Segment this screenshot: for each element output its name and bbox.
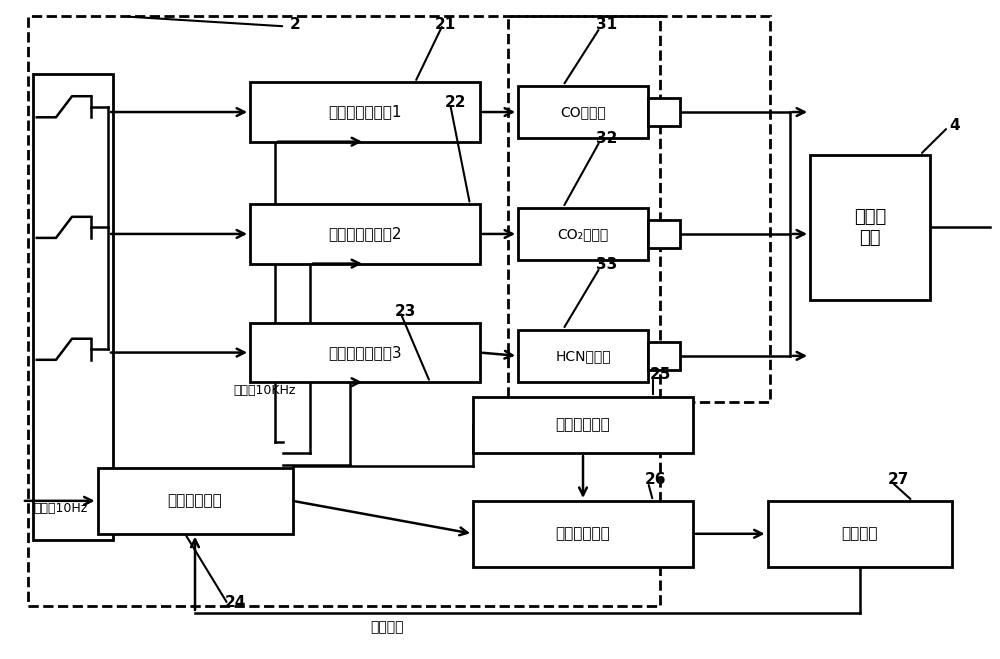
Text: 22: 22 — [444, 95, 466, 109]
Text: HCN激光器: HCN激光器 — [555, 349, 611, 363]
Text: 26: 26 — [644, 473, 666, 487]
FancyBboxPatch shape — [648, 98, 680, 126]
FancyBboxPatch shape — [768, 501, 952, 567]
Text: 33: 33 — [596, 258, 618, 272]
Text: 激光器驱动电路3: 激光器驱动电路3 — [328, 345, 402, 360]
FancyBboxPatch shape — [250, 82, 480, 142]
FancyBboxPatch shape — [473, 397, 693, 453]
FancyBboxPatch shape — [648, 342, 680, 370]
Text: 激光器驱动电路1: 激光器驱动电路1 — [328, 105, 402, 119]
Text: 主控电路: 主控电路 — [842, 527, 878, 541]
Text: 32: 32 — [596, 131, 618, 146]
Text: 光纤耦
合器: 光纤耦 合器 — [854, 208, 886, 246]
FancyBboxPatch shape — [98, 468, 292, 534]
FancyBboxPatch shape — [518, 86, 648, 138]
Text: 锯齿波10Hz: 锯齿波10Hz — [33, 502, 87, 515]
Text: 触发信号: 触发信号 — [370, 620, 404, 635]
FancyBboxPatch shape — [518, 330, 648, 382]
FancyBboxPatch shape — [250, 204, 480, 264]
FancyBboxPatch shape — [250, 323, 480, 382]
FancyBboxPatch shape — [473, 501, 693, 567]
Text: 锁相放大电路: 锁相放大电路 — [556, 527, 610, 541]
Text: 24: 24 — [224, 596, 246, 610]
Text: 2: 2 — [290, 17, 300, 32]
Text: 4: 4 — [950, 118, 960, 132]
Text: 激光器驱动电路2: 激光器驱动电路2 — [328, 227, 402, 241]
Text: CO₂激光器: CO₂激光器 — [557, 227, 609, 241]
FancyBboxPatch shape — [810, 155, 930, 300]
FancyBboxPatch shape — [648, 220, 680, 248]
Text: 信号探测电路: 信号探测电路 — [556, 418, 610, 432]
Text: 信号发生电路: 信号发生电路 — [168, 494, 222, 508]
Text: 31: 31 — [596, 17, 618, 32]
FancyBboxPatch shape — [518, 208, 648, 260]
Text: 27: 27 — [887, 473, 909, 487]
Text: 正弦波10KHz: 正弦波10KHz — [233, 384, 295, 397]
Text: CO激光器: CO激光器 — [560, 105, 606, 119]
Text: 25: 25 — [649, 367, 671, 382]
Text: 21: 21 — [434, 17, 456, 32]
Text: 23: 23 — [394, 304, 416, 318]
